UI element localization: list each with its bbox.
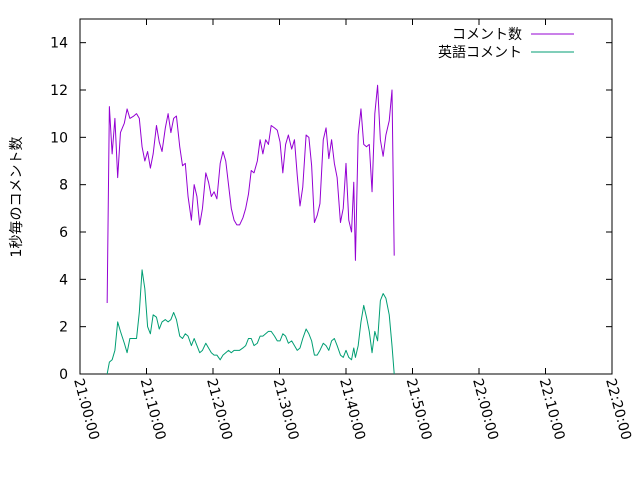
series-line-1 xyxy=(106,84,395,304)
y-tick-label: 12 xyxy=(50,83,68,99)
y-tick-label: 6 xyxy=(59,225,68,241)
x-tick-label: 22:00:00 xyxy=(469,377,501,442)
y-tick-label: 10 xyxy=(50,130,68,146)
series-line-2 xyxy=(106,269,395,375)
y-tick-label: 2 xyxy=(59,320,68,336)
x-tick-label: 21:40:00 xyxy=(336,377,368,442)
plot-area: 0 2 4 6 8 10 12 14 21:00:00 21:10:00 21:20:00 21:30… xyxy=(50,18,634,442)
plot-frame xyxy=(79,18,613,375)
y-tick-label: 14 xyxy=(50,36,68,52)
x-tick-label: 22:20:00 xyxy=(602,377,634,442)
x-tick-label: 22:10:00 xyxy=(536,377,568,442)
x-tick-label: 21:30:00 xyxy=(270,377,302,442)
legend-label-1: コメント数 xyxy=(452,27,522,43)
y-tick-label: 0 xyxy=(59,367,68,383)
y-axis-title: 1秒毎のコメント数 xyxy=(9,137,25,258)
y-axis-title-group: 1秒毎のコメント数 xyxy=(9,137,25,258)
x-tick-label: 21:20:00 xyxy=(203,377,235,442)
x-tick-label: 21:50:00 xyxy=(403,377,435,442)
x-tick-label: 21:10:00 xyxy=(137,377,169,442)
legend-label-2: 英語コメント xyxy=(438,44,522,61)
y-tick-label: 8 xyxy=(59,178,68,194)
x-tick-label: 21:00:00 xyxy=(70,377,102,442)
y-tick-label: 4 xyxy=(59,272,68,288)
